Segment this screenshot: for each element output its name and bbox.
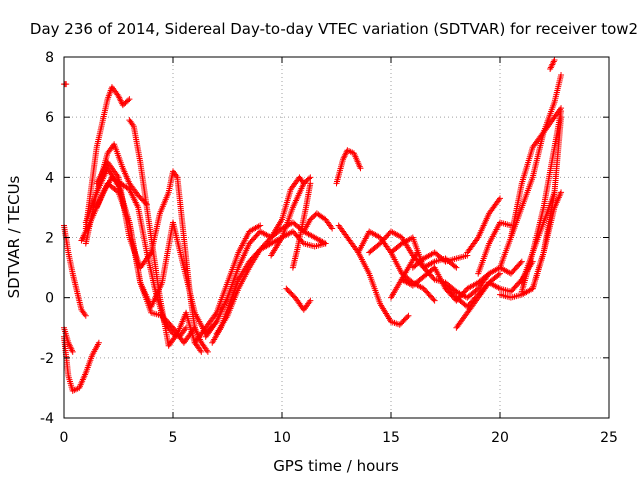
data-point [558, 108, 565, 115]
data-point [495, 271, 502, 278]
x-tick-label: 5 [169, 430, 178, 446]
data-point [306, 175, 313, 182]
data-point [558, 72, 565, 79]
data-point [518, 258, 525, 265]
data-point [497, 270, 503, 277]
y-axis-label: SDTVAR / TECUs [5, 175, 23, 298]
y-tick-label: 0 [45, 291, 54, 307]
x-tick-label: 25 [600, 430, 618, 446]
data-marks [61, 57, 565, 394]
data-point [405, 312, 412, 319]
x-tick-label: 20 [491, 430, 509, 446]
data-point [329, 225, 336, 232]
data-point [257, 222, 264, 229]
data-point [95, 339, 102, 346]
data-point [357, 165, 364, 172]
data-point [307, 297, 314, 304]
gridlines [64, 57, 609, 418]
data-point [551, 57, 558, 64]
data-point [126, 96, 133, 103]
data-point [452, 263, 459, 270]
data-point [430, 296, 437, 303]
x-axis-label: GPS time / hours [273, 457, 399, 475]
data-point [69, 348, 76, 355]
axis-ticks: 0 5 10 15 20 25 -4 -2 0 2 4 6 8 [40, 50, 618, 446]
x-tick-label: 0 [60, 430, 69, 446]
data-point [82, 312, 89, 319]
data-point [321, 215, 328, 222]
data-point [125, 97, 132, 104]
data-point [307, 174, 314, 181]
x-tick-label: 10 [273, 430, 291, 446]
data-point [198, 348, 205, 355]
data-point [404, 314, 411, 321]
y-tick-label: -2 [40, 351, 54, 367]
data-point [430, 275, 437, 282]
data-point [517, 259, 524, 266]
data-point [431, 297, 438, 304]
y-tick-label: 4 [45, 170, 54, 186]
data-point [307, 180, 314, 187]
data-point [142, 200, 149, 207]
data-point [114, 188, 121, 195]
data-point [453, 264, 460, 271]
data-point [497, 195, 503, 202]
chart-title: Day 236 of 2014, Sidereal Day-to-day VTE… [30, 20, 638, 38]
y-tick-label: -4 [40, 411, 54, 427]
data-point [322, 240, 329, 247]
data-point [204, 348, 211, 355]
data-point [183, 324, 190, 331]
data-point [143, 201, 150, 208]
data-point [551, 189, 558, 196]
y-tick-label: 8 [45, 50, 54, 66]
data-point [558, 189, 565, 196]
y-tick-label: 2 [45, 231, 54, 247]
x-tick-label: 15 [382, 430, 400, 446]
y-tick-label: 6 [45, 110, 54, 126]
